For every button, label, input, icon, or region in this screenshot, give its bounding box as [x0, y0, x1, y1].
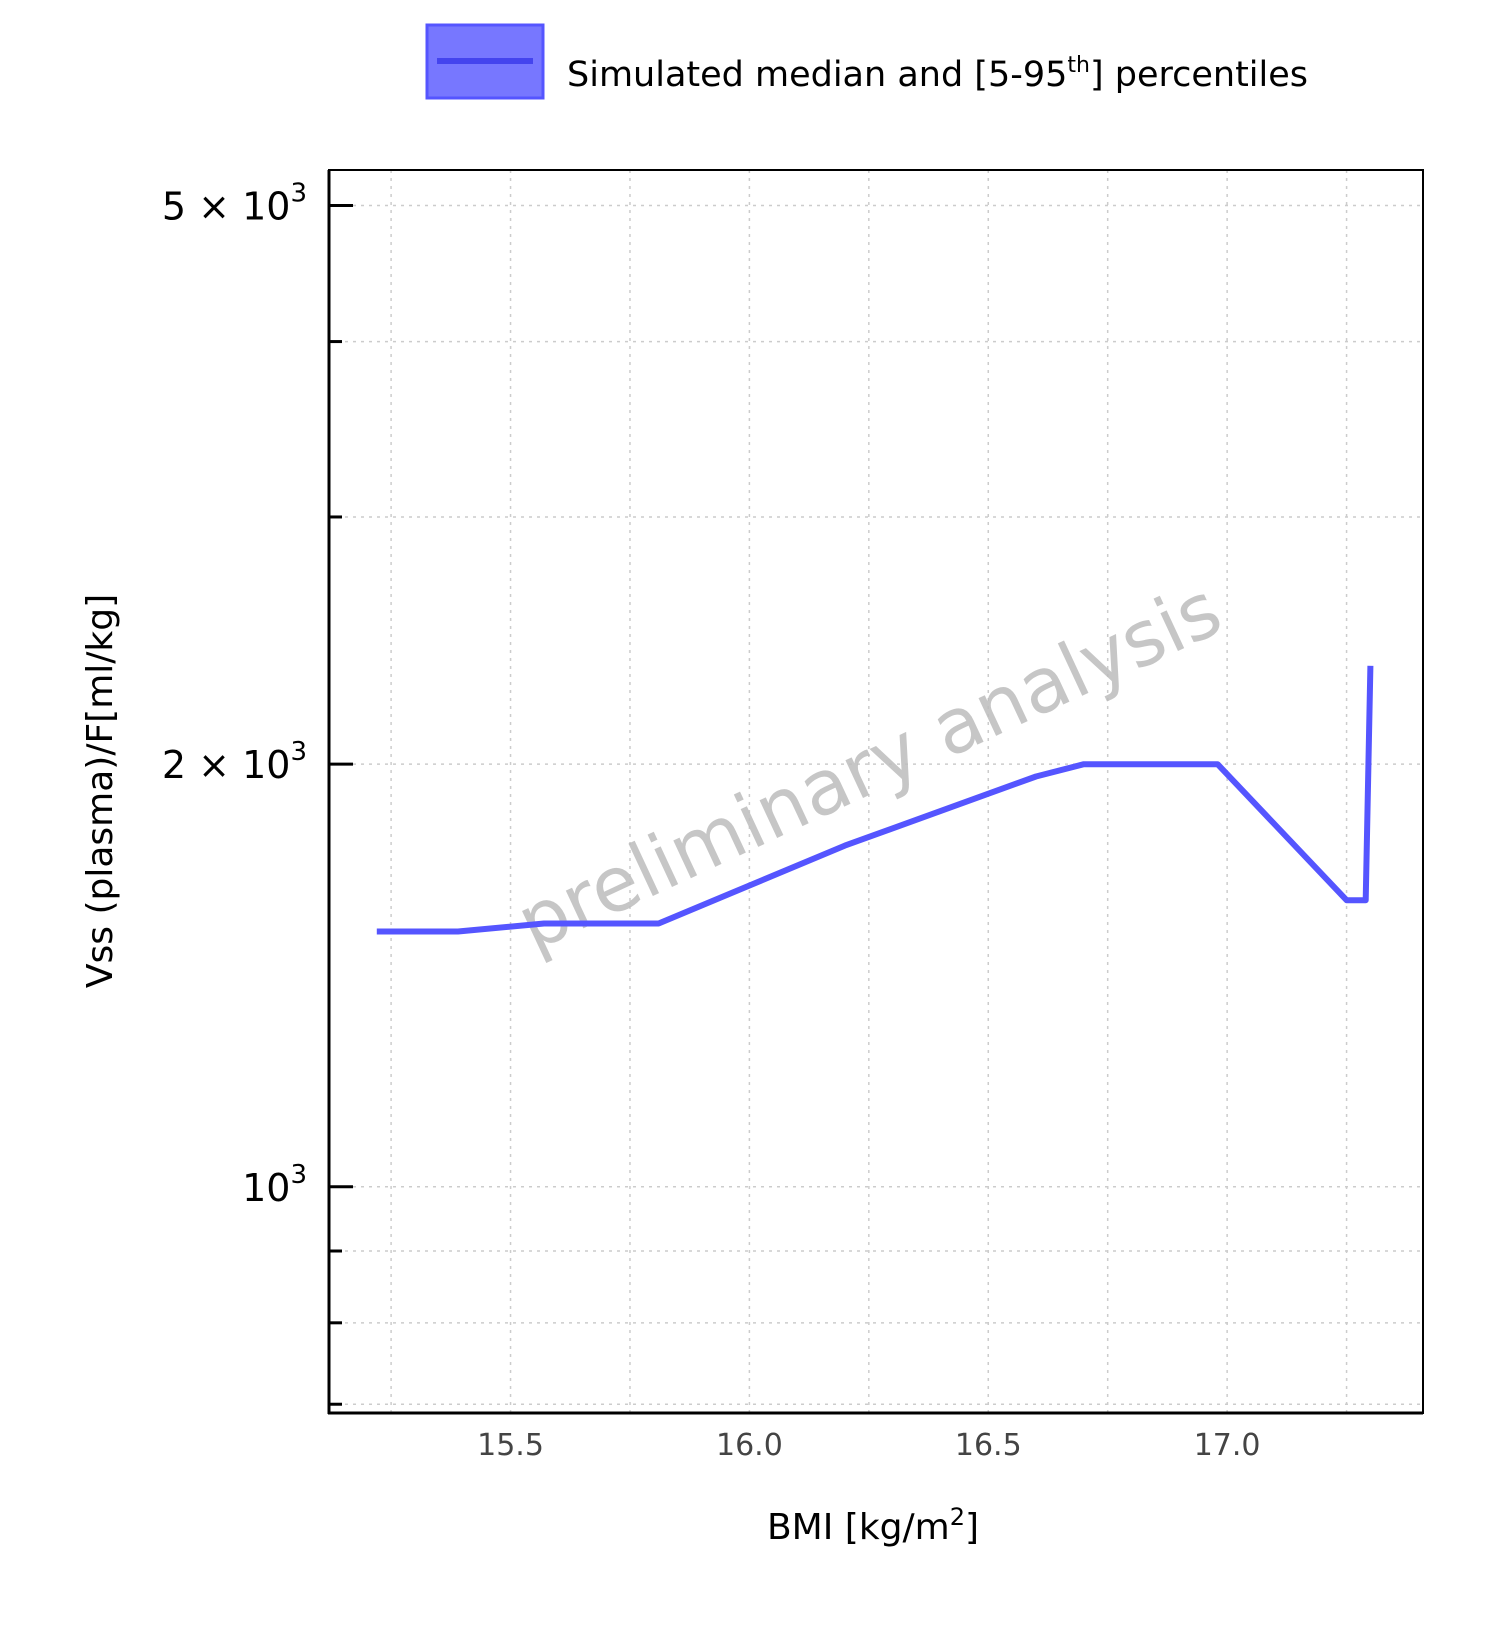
y-tick-label: 2 × 103: [162, 737, 307, 787]
y-tick-label-exp: 3: [290, 179, 307, 209]
legend-label-main: Simulated median and [5-95: [567, 55, 1067, 95]
x-ticks: 15.5 16.0 16.5 17.0: [477, 1428, 1260, 1463]
y-tick-label-exp: 3: [290, 1160, 307, 1190]
x-axis-title-end: ]: [965, 1507, 979, 1548]
series-layer: [376, 665, 1374, 935]
y-axis-title: Vss (plasma)/F[ml/kg]: [80, 594, 121, 988]
legend-label-sup: th: [1067, 53, 1090, 78]
x-tick-label: 16.5: [955, 1428, 1022, 1463]
series-line: [376, 665, 1374, 935]
y-tick-label-main: 10: [242, 1166, 290, 1210]
x-axis-title: BMI [kg/m2]: [767, 1503, 979, 1548]
x-tick-label: 17.0: [1194, 1428, 1261, 1463]
y-tick-label: 103: [242, 1160, 307, 1210]
x-axis-title-sup: 2: [950, 1503, 965, 1531]
axes: [327, 169, 1424, 1415]
legend-label: Simulated median and [5-95th] percentile…: [567, 53, 1308, 95]
y-tick-label: 5 × 103: [162, 179, 307, 229]
legend: Simulated median and [5-95th] percentile…: [425, 23, 1308, 100]
x-tick-label: 15.5: [477, 1428, 544, 1463]
y-tick-label-main: 2 × 10: [162, 743, 291, 787]
y-tick-label-exp: 3: [290, 737, 307, 767]
x-axis-title-main: BMI [kg/m: [767, 1507, 950, 1548]
grid: [329, 170, 1423, 1413]
legend-label-end: ] percentiles: [1090, 55, 1308, 95]
y-tick-label-main: 5 × 10: [162, 185, 291, 229]
x-tick-label: 16.0: [716, 1428, 783, 1463]
